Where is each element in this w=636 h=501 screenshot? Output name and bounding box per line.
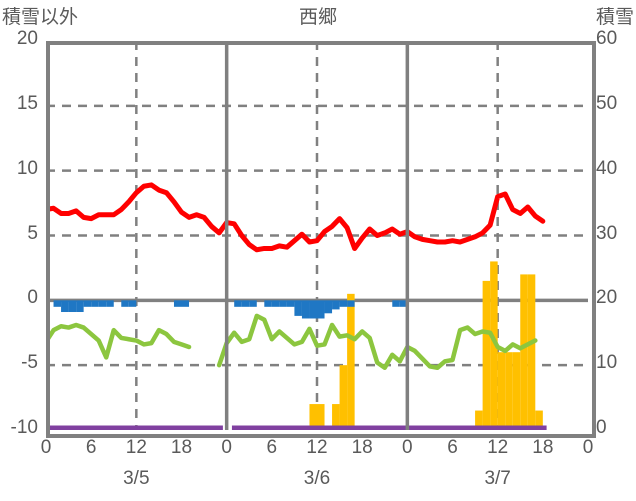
precipitation-bar: [106, 300, 114, 307]
x-axis-tick-label: 6: [266, 437, 278, 458]
green-line-segment: [46, 322, 192, 360]
chart-title: 西郷: [298, 7, 337, 28]
x-axis-tick-label: 6: [447, 437, 458, 458]
right-axis-tick-label: 0: [596, 417, 607, 438]
right-axis-unit-label: 積雪: [595, 7, 634, 28]
precipitation-bar: [399, 300, 408, 307]
x-axis-day-label: 3/7: [484, 468, 511, 489]
snow-bar: [535, 410, 543, 430]
snow-bar: [332, 404, 340, 430]
precipitation-bar: [181, 300, 190, 307]
green-line-segment: [216, 313, 403, 371]
x-axis-tick-label: 12: [306, 437, 328, 458]
temperature-line: [46, 182, 546, 253]
precipitation-bar: [121, 300, 129, 307]
precipitation-bar: [234, 300, 242, 307]
left-axis-tick-label: -5: [21, 352, 38, 374]
precipitation-bar: [347, 300, 355, 307]
precipitation-bar: [286, 300, 295, 307]
snow-bar: [347, 293, 355, 430]
precipitation-bar: [279, 300, 287, 307]
precipitation-bar: [271, 300, 280, 307]
left-axis-tick-label: 10: [16, 157, 38, 179]
snow-bar: [520, 274, 528, 430]
plot-area: [46, 41, 588, 430]
precipitation-bars: [53, 300, 408, 319]
x-axis-tick-label: 0: [221, 437, 232, 458]
precipitation-bar: [76, 300, 84, 313]
right-axis-tick-label: 30: [596, 222, 618, 244]
precipitation-bar: [61, 300, 69, 313]
right-axis-tick-label: 50: [596, 92, 618, 114]
precipitation-bar: [83, 300, 92, 307]
left-axis-tick-label: 0: [27, 287, 38, 309]
precipitation-bar: [332, 300, 340, 310]
precipitation-bar: [173, 300, 182, 307]
x-axis-tick-label: 12: [125, 437, 147, 458]
precipitation-bar: [53, 300, 62, 307]
right-axis-tick-label: 10: [596, 352, 618, 374]
snow-bar: [490, 261, 498, 430]
x-axis-tick-label: 12: [487, 437, 509, 458]
precipitation-bar: [264, 300, 272, 307]
snow-bar: [527, 274, 536, 430]
precipitation-bar: [301, 300, 310, 319]
day-divider-lines: [224, 41, 410, 430]
snow-bar: [512, 352, 521, 430]
precipitation-bar: [392, 300, 400, 307]
right-axis-tick-label: 60: [596, 28, 618, 49]
x-axis-day-label: 3/5: [123, 468, 150, 489]
precipitation-bar: [241, 300, 250, 307]
right-axis-tick-label: 20: [596, 287, 618, 309]
precipitation-bar: [68, 300, 77, 313]
snow-bars: [309, 261, 543, 430]
x-axis-tick-label: 6: [85, 437, 97, 458]
x-axis-tick-label: 18: [351, 437, 373, 458]
x-axis-tick-label: 0: [402, 437, 413, 458]
left-axis-unit-label: 積雪以外: [2, 7, 79, 28]
temperature-line-series: [46, 182, 546, 253]
snow-bar: [475, 410, 483, 430]
snow-bar: [482, 280, 491, 430]
x-axis-day-label: 3/6: [303, 468, 331, 489]
left-axis-tick-label: 20: [16, 28, 38, 49]
snow-bar: [317, 404, 325, 430]
precipitation-bar: [294, 300, 302, 316]
snow-bar: [339, 365, 348, 430]
precipitation-bar: [309, 300, 317, 319]
precipitation-bar: [339, 300, 348, 307]
left-axis-tick-label: -10: [10, 417, 38, 438]
precipitation-bar: [91, 300, 99, 307]
precipitation-bar: [98, 300, 107, 307]
right-axis-tick-label: 40: [596, 157, 618, 179]
precipitation-bar: [317, 300, 325, 319]
x-axis-tick-label: 18: [532, 437, 554, 458]
left-axis-tick-label: 15: [16, 92, 38, 114]
precipitation-bar: [128, 300, 137, 307]
green-line-segment: [397, 325, 538, 371]
green-line-series: [46, 313, 538, 371]
x-axis-tick-label: 0: [40, 437, 52, 458]
x-axis-tick-label: 18: [170, 437, 193, 458]
precipitation-bar: [324, 300, 333, 314]
snow-bar: [497, 352, 506, 430]
x-axis-tick-label: 0: [582, 437, 594, 458]
precipitation-bar: [249, 300, 257, 307]
snow-bar: [505, 352, 513, 430]
left-axis-tick-label: 5: [27, 222, 38, 244]
snow-bar: [309, 404, 317, 430]
